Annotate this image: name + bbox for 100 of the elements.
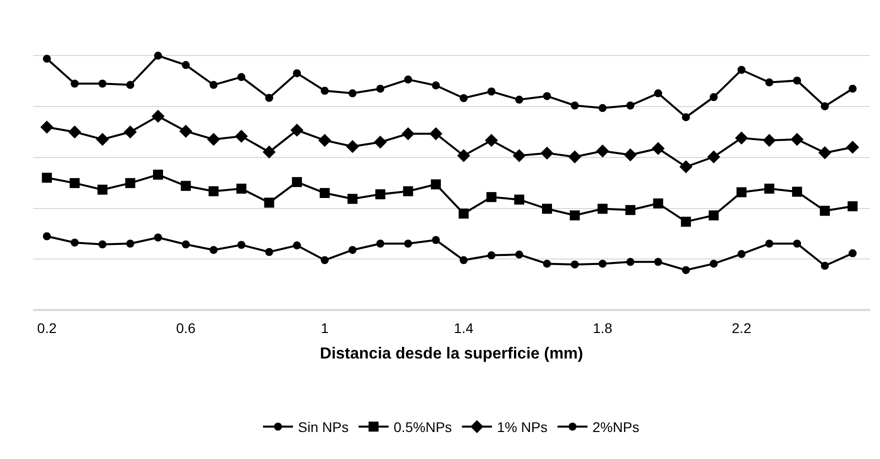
point	[237, 73, 246, 82]
point	[570, 260, 579, 268]
point	[653, 198, 664, 208]
point	[598, 260, 607, 268]
point	[820, 206, 830, 216]
point	[457, 149, 470, 162]
point	[654, 258, 662, 266]
point	[348, 194, 358, 204]
point	[848, 201, 858, 212]
point	[765, 240, 774, 248]
point	[484, 134, 498, 147]
point	[236, 184, 246, 194]
point	[793, 76, 802, 85]
point	[738, 66, 746, 74]
point	[820, 262, 829, 270]
point	[460, 256, 468, 264]
point	[429, 127, 442, 140]
point	[126, 80, 134, 89]
point	[626, 258, 634, 266]
legend-label: 0.5%NPs	[394, 419, 452, 436]
point	[154, 234, 162, 242]
x-tick-label: 0.2	[37, 320, 57, 336]
point	[570, 102, 579, 110]
point	[432, 81, 440, 90]
point	[543, 260, 552, 268]
point	[736, 187, 746, 198]
point	[402, 127, 415, 140]
point	[735, 132, 748, 145]
point	[707, 150, 720, 164]
point	[626, 102, 634, 110]
point	[374, 136, 387, 149]
point	[234, 130, 248, 143]
point	[42, 232, 51, 240]
x-tick-label: 2.2	[732, 320, 752, 336]
point	[210, 80, 218, 89]
point	[793, 240, 802, 248]
point	[486, 192, 496, 202]
point	[320, 188, 330, 198]
point	[290, 124, 304, 137]
point	[265, 94, 274, 102]
point	[738, 250, 746, 258]
point	[790, 132, 804, 146]
point	[262, 146, 276, 159]
point	[210, 246, 218, 254]
point	[68, 125, 82, 138]
point	[70, 178, 80, 188]
point	[460, 94, 468, 102]
point	[125, 178, 136, 188]
point	[348, 246, 357, 254]
point	[848, 84, 857, 93]
point	[818, 146, 832, 160]
point	[264, 198, 274, 208]
point	[540, 146, 554, 160]
point	[848, 249, 857, 258]
point	[652, 142, 665, 155]
x-tick-label: 1.8	[592, 320, 613, 336]
point	[96, 132, 109, 146]
point	[598, 104, 607, 112]
point	[153, 170, 164, 180]
point	[40, 120, 54, 134]
point	[679, 160, 692, 174]
point	[514, 194, 524, 205]
point	[710, 93, 718, 102]
point	[515, 96, 524, 104]
point	[265, 248, 274, 256]
point	[126, 240, 134, 248]
legend-label: Sin NPs	[298, 419, 349, 436]
point	[179, 124, 192, 138]
point	[430, 179, 441, 190]
point	[207, 132, 220, 146]
point	[376, 84, 384, 93]
legend-label: 1% NPs	[496, 419, 548, 436]
point	[512, 149, 526, 162]
point	[152, 110, 165, 123]
point	[765, 78, 774, 86]
point	[348, 89, 357, 98]
point	[680, 216, 691, 227]
point	[292, 241, 301, 250]
point	[570, 210, 580, 220]
point	[764, 184, 774, 194]
point	[404, 76, 412, 84]
point	[320, 86, 329, 95]
point	[346, 140, 360, 153]
point	[568, 150, 582, 164]
point	[792, 186, 802, 197]
point	[820, 102, 829, 110]
point	[515, 250, 524, 259]
point	[208, 186, 219, 196]
point	[404, 240, 412, 248]
point	[376, 240, 384, 248]
legend-label: 2%NPs	[592, 419, 640, 436]
point	[654, 89, 662, 98]
point	[710, 260, 718, 268]
point	[320, 256, 329, 264]
point	[708, 210, 719, 220]
x-axis-title: Distancia desde la superficie (mm)	[320, 346, 584, 363]
point	[180, 180, 191, 191]
point	[375, 189, 386, 200]
point	[98, 80, 106, 88]
point	[596, 144, 610, 158]
